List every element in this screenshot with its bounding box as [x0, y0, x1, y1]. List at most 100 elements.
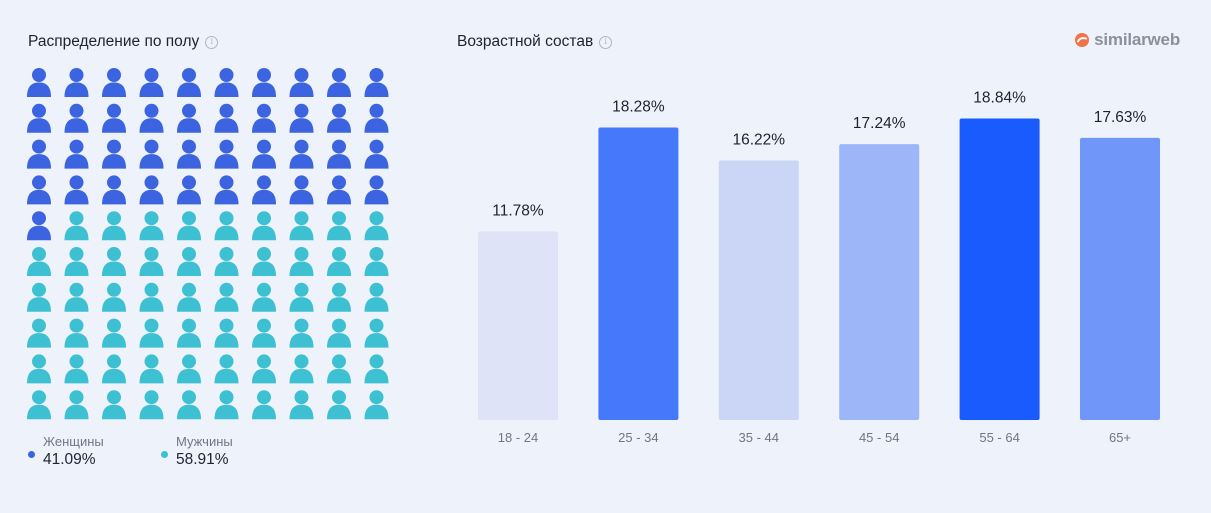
- person-icon-male: [289, 211, 314, 241]
- person-icon-male: [177, 390, 201, 420]
- person-icon-female: [289, 103, 314, 133]
- person-icon-male: [327, 247, 351, 276]
- person-icon-male: [252, 318, 276, 348]
- info-icon[interactable]: i: [205, 35, 219, 49]
- person-icon-male: [177, 247, 201, 276]
- age-bar[interactable]: [598, 127, 679, 421]
- person-icon-female: [252, 175, 276, 205]
- person-icon-female: [214, 175, 239, 205]
- person-icon-male: [64, 354, 89, 384]
- person-icon-female: [64, 139, 89, 169]
- legend-value-male: 58.91%: [176, 451, 229, 468]
- age-bar-chart: 11.78% 18 - 24 18.28% 25 - 34 16.22% 35 - 44 1…: [478, 90, 1160, 445]
- person-icon-male: [289, 318, 314, 348]
- person-icon-male: [177, 354, 201, 384]
- person-icon-male: [64, 211, 89, 241]
- x-tick-label: 35 - 44: [739, 430, 779, 445]
- person-icon-male: [364, 318, 389, 348]
- person-icon-male: [289, 282, 314, 312]
- person-icon-female: [27, 139, 51, 169]
- person-icon-male: [327, 211, 351, 241]
- person-icon-female: [27, 68, 51, 97]
- bar-value-label: 17.24%: [853, 115, 906, 132]
- person-icon-female: [177, 139, 201, 169]
- x-tick-label: 25 - 34: [618, 430, 658, 445]
- age-bar[interactable]: [1080, 137, 1160, 421]
- legend-dot-female: [28, 451, 35, 458]
- person-icon-female: [289, 68, 314, 97]
- person-icon-male: [102, 318, 126, 348]
- person-icon-male: [177, 318, 201, 348]
- person-icon-male: [327, 282, 351, 312]
- gender-distribution-title: Распределение по полу i: [28, 33, 219, 51]
- person-icon-male: [102, 390, 126, 420]
- person-icon-female: [27, 103, 51, 133]
- person-icon-male: [364, 282, 389, 312]
- legend-item-female: Женщины 41.09%: [28, 434, 104, 470]
- person-icon-female: [102, 68, 126, 97]
- bar-value-label: 17.63%: [1094, 109, 1147, 126]
- person-icon-male: [327, 318, 351, 348]
- gender-pictograph: [27, 68, 389, 420]
- person-icon-female: [64, 175, 89, 205]
- age-title-text: Возрастной состав: [457, 33, 594, 50]
- person-icon-male: [252, 282, 276, 312]
- x-tick-label: 55 - 64: [979, 430, 1019, 445]
- person-icon-female: [327, 103, 351, 133]
- logo-text: similarweb: [1094, 30, 1180, 49]
- person-icon-female: [177, 175, 201, 205]
- person-icon-male: [252, 354, 276, 384]
- person-icon-male: [64, 318, 89, 348]
- info-icon[interactable]: i: [599, 35, 613, 49]
- person-icon-female: [27, 175, 51, 205]
- person-icon-female: [289, 175, 314, 205]
- age-bar[interactable]: [959, 118, 1040, 420]
- x-tick-label: 45 - 54: [859, 430, 899, 445]
- person-icon-male: [364, 390, 389, 420]
- person-icon-female: [252, 139, 276, 169]
- similarweb-logo-icon: [1075, 33, 1090, 47]
- person-icon-male: [214, 247, 239, 276]
- person-icon-female: [139, 68, 164, 97]
- person-icon-male: [139, 211, 164, 241]
- person-icon-male: [102, 247, 126, 276]
- person-icon-male: [364, 247, 389, 276]
- person-icon-female: [177, 103, 201, 133]
- person-icon-male: [214, 390, 239, 420]
- person-icon-male: [214, 282, 239, 312]
- person-icon-female: [214, 103, 239, 133]
- person-icon-male: [177, 282, 201, 312]
- person-icon-male: [139, 282, 164, 312]
- legend-label-female: Женщины: [43, 434, 104, 449]
- bar-value-label: 18.28%: [612, 99, 665, 116]
- person-icon-female: [214, 68, 239, 97]
- legend-label-male: Мужчины: [176, 434, 233, 449]
- person-icon-female: [177, 68, 201, 97]
- person-icon-female: [139, 175, 164, 205]
- person-icon-female: [27, 211, 51, 241]
- x-tick-label: 65+: [1109, 430, 1131, 445]
- person-icon-female: [139, 103, 164, 133]
- age-bar[interactable]: [839, 144, 920, 420]
- legend-item-male: Мужчины 58.91%: [161, 434, 233, 470]
- age-composition-title: Возрастной состав i: [457, 33, 613, 51]
- bar-value-label: 11.78%: [492, 203, 544, 220]
- person-icon-male: [364, 354, 389, 384]
- person-icon-male: [27, 282, 51, 312]
- person-icon-female: [252, 103, 276, 133]
- person-icon-male: [327, 354, 351, 384]
- person-icon-male: [214, 354, 239, 384]
- gender-title-text: Распределение по полу: [28, 33, 200, 50]
- age-bar[interactable]: [478, 231, 558, 420]
- person-icon-male: [102, 282, 126, 312]
- similarweb-logo: similarweb: [1075, 30, 1180, 50]
- person-icon-male: [252, 211, 276, 241]
- person-icon-male: [289, 390, 314, 420]
- person-icon-female: [289, 139, 314, 169]
- person-icon-male: [214, 211, 239, 241]
- person-icon-male: [102, 354, 126, 384]
- age-bar[interactable]: [718, 160, 799, 420]
- person-icon-female: [327, 139, 351, 169]
- person-icon-male: [214, 318, 239, 348]
- person-icon-male: [364, 211, 389, 241]
